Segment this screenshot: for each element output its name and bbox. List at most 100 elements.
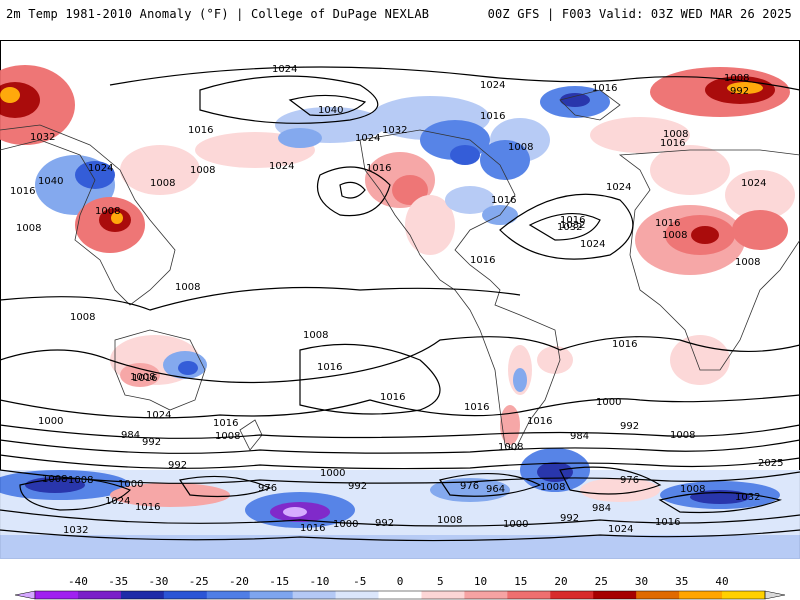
product-title: 2m Temp 1981-2010 Anomaly (°F) | College…	[6, 7, 430, 21]
colorbar-tick-label: 20	[554, 575, 567, 588]
temperature-anomaly-colorbar: -40 -35 -30 -25 -20 -15 -10 -5 0 5 10 15 20 25 30 35 40	[0, 572, 800, 600]
colorbar-tick-label: 0	[397, 575, 404, 588]
colorbar-tick-label: 10	[474, 575, 487, 588]
isobar-label: 1032	[560, 220, 585, 231]
isobar-label: 976	[620, 475, 639, 486]
isobar-label: 1000	[596, 397, 621, 408]
isobar-label: 1016	[188, 125, 213, 136]
isobar-label: 984	[592, 503, 611, 514]
isobar-label: 1008	[724, 73, 749, 84]
map-panel: 1024 1024 1008 992 1016 1040 1032 1016 1…	[0, 40, 800, 559]
isobar-label: 1024	[269, 161, 294, 172]
isobar-label: 1008	[508, 142, 533, 153]
isobar-label: 1008	[498, 442, 523, 453]
colorbar-segment	[249, 591, 294, 599]
isobar-label: 1016	[464, 402, 489, 413]
colorbar-segment	[35, 591, 79, 599]
colorbar-segment	[593, 591, 637, 599]
isobar-label: 992	[142, 437, 161, 448]
isobar-label: 1008	[130, 372, 155, 383]
isobar-label: 1008	[680, 484, 705, 495]
isobar-label: 1016	[132, 373, 157, 384]
isobar-label: 1016	[213, 418, 238, 429]
isobar-label: 1024	[272, 64, 297, 75]
isobar-label: 1008	[70, 312, 95, 323]
isobar-label: 1032	[30, 132, 55, 143]
isobar-label: 1024	[580, 239, 605, 250]
isobar-label: 1008	[663, 129, 688, 140]
isobar-label: 1016	[655, 517, 680, 528]
isobar-label: 1008	[437, 515, 462, 526]
isobar-label: 1016	[366, 163, 391, 174]
colorbar-segment	[335, 591, 380, 599]
colorbar-tick-label: -30	[149, 575, 169, 588]
isobar-label: 1000	[118, 479, 143, 490]
isobar-label: 1008	[68, 475, 93, 486]
isobar-label: 992	[348, 481, 367, 492]
isobar-label: 1008	[662, 230, 687, 241]
isobar-label: 1016	[300, 523, 325, 534]
colorbar-segment	[206, 591, 251, 599]
map-canvas: 1024 1024 1008 992 1016 1040 1032 1016 1…	[0, 40, 800, 559]
isobar-label: 1008	[150, 178, 175, 189]
model-run-valid-time: 00Z GFS | F003 Valid: 03Z WED MAR 26 202…	[487, 7, 792, 21]
colorbar-tick-label: -40	[68, 575, 88, 588]
isobar-label: 1008	[540, 482, 565, 493]
colorbar-segment	[507, 591, 551, 599]
isobar-label: 1016	[612, 339, 637, 350]
colorbar-segment	[722, 591, 766, 599]
isobar-label: 1016	[135, 502, 160, 513]
isobar-label: 1000	[333, 519, 358, 530]
isobar-label: 992	[620, 421, 639, 432]
colorbar-segment	[636, 591, 680, 599]
isobar-label: 1000	[320, 468, 345, 479]
colorbar-tick-label: 30	[635, 575, 648, 588]
isobars	[0, 66, 800, 542]
isobar-label: 1024	[741, 178, 766, 189]
colorbar-outline	[34, 590, 766, 600]
isobar-label: 1008	[175, 282, 200, 293]
isobar-label: 984	[570, 431, 589, 442]
colorbar-segment	[464, 591, 508, 599]
isobar-label: 1024	[105, 496, 130, 507]
isobar-label: 1032	[557, 222, 582, 233]
isobar-labels: 1024 1024 1008 992 1016 1040 1032 1016 1…	[10, 64, 783, 536]
isobar-label: 1024	[88, 163, 113, 174]
colorbar-tick-label: -15	[269, 575, 289, 588]
colorbar-tick-label: -5	[353, 575, 366, 588]
isobar-label: 1032	[735, 492, 760, 503]
colorbar-tick-label: 5	[437, 575, 444, 588]
isobar-label: 1008	[670, 430, 695, 441]
isobar-label: 992	[168, 460, 187, 471]
colorbar-segment	[120, 591, 165, 599]
isobar-label: 992	[560, 513, 579, 524]
isobar-label: 976	[460, 481, 479, 492]
isobar-label: 1008	[95, 206, 120, 217]
isobar-label: 2025	[758, 458, 783, 469]
coastlines	[0, 89, 800, 451]
colorbar-tick-label: -25	[189, 575, 209, 588]
isobar-label: 1008	[42, 474, 67, 485]
isobar-label: 1032	[382, 125, 407, 136]
isobar-label: 976	[258, 483, 277, 494]
colorbar-segment	[679, 591, 723, 599]
colorbar-segment	[378, 591, 422, 599]
isobar-label: 1008	[190, 165, 215, 176]
colorbar-segment	[14, 590, 36, 600]
isobar-label: 992	[375, 518, 394, 529]
colorbar-tick-label: -35	[108, 575, 128, 588]
isobar-label: 1032	[63, 525, 88, 536]
isobar-label: 1008	[735, 257, 760, 268]
isobar-label: 1016	[660, 138, 685, 149]
colorbar-tick-label: 35	[675, 575, 688, 588]
colorbar-segment	[421, 591, 465, 599]
header: 2m Temp 1981-2010 Anomaly (°F) | College…	[0, 0, 800, 40]
isobar-label: 1016	[470, 255, 495, 266]
colorbar-segment	[163, 591, 208, 599]
isobar-label: 964	[486, 484, 505, 495]
isobar-label: 992	[730, 86, 749, 97]
colorbar-segment	[292, 591, 337, 599]
isobar-label: 1008	[303, 330, 328, 341]
isobar-label: 1024	[355, 133, 380, 144]
colorbar-tick-label: -20	[229, 575, 249, 588]
